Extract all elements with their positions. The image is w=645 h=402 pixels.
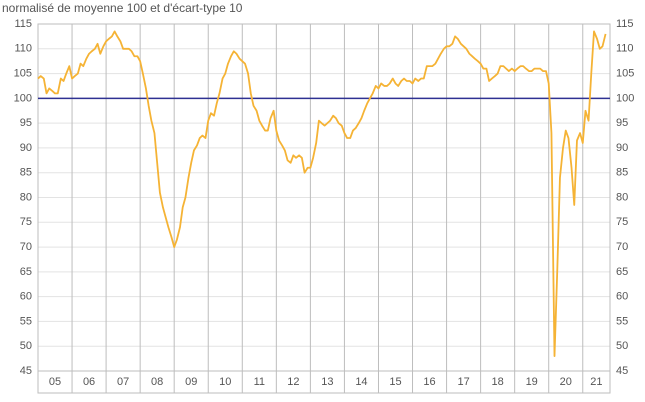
y2-tick-label: 45 bbox=[616, 365, 628, 377]
y-tick-label: 100 bbox=[14, 92, 32, 104]
y-tick-label: 75 bbox=[20, 216, 32, 228]
y-tick-label: 115 bbox=[14, 18, 32, 30]
y-tick-label: 110 bbox=[14, 43, 32, 55]
y2-tick-label: 90 bbox=[616, 142, 628, 154]
x-tick-label: 18 bbox=[492, 376, 504, 388]
y2-tick-label: 75 bbox=[616, 216, 628, 228]
x-tick-label: 05 bbox=[49, 376, 61, 388]
y2-tick-label: 80 bbox=[616, 191, 628, 203]
y2-tick-label: 110 bbox=[616, 43, 634, 55]
plot-frame bbox=[37, 23, 611, 394]
x-tick-label: 19 bbox=[526, 376, 538, 388]
x-tick-label: 12 bbox=[287, 376, 299, 388]
x-tick-label: 07 bbox=[117, 376, 129, 388]
y-tick-label: 60 bbox=[20, 291, 32, 303]
y2-tick-label: 105 bbox=[616, 67, 634, 79]
y-tick-label: 85 bbox=[20, 167, 32, 179]
y-tick-label: 105 bbox=[14, 67, 32, 79]
y-tick-label: 65 bbox=[20, 266, 32, 278]
x-tick-label: 20 bbox=[560, 376, 572, 388]
y2-tick-label: 65 bbox=[616, 266, 628, 278]
x-tick-label: 10 bbox=[219, 376, 231, 388]
y-tick-label: 55 bbox=[20, 315, 32, 327]
data-line bbox=[37, 30, 607, 358]
y-tick-label: 80 bbox=[20, 191, 32, 203]
x-tick-label: 17 bbox=[457, 376, 469, 388]
x-tick-label: 08 bbox=[151, 376, 163, 388]
y-tick-label: 90 bbox=[20, 142, 32, 154]
x-tick-label: 11 bbox=[254, 376, 265, 388]
chart-subtitle: normalisé de moyenne 100 et d'écart-type… bbox=[2, 1, 243, 15]
x-tick-label: 06 bbox=[83, 376, 95, 388]
x-tick-label: 21 bbox=[590, 376, 602, 388]
y2-tick-label: 60 bbox=[616, 291, 628, 303]
x-tick-label: 09 bbox=[185, 376, 197, 388]
y2-tick-label: 50 bbox=[616, 340, 628, 352]
y2-tick-label: 95 bbox=[616, 117, 628, 129]
x-tick-label: 16 bbox=[423, 376, 435, 388]
x-tick-label: 14 bbox=[355, 376, 367, 388]
y-tick-label: 70 bbox=[20, 241, 32, 253]
y2-tick-label: 115 bbox=[616, 18, 634, 30]
x-tick-label: 13 bbox=[321, 376, 333, 388]
y-tick-label: 45 bbox=[20, 365, 32, 377]
x-tick-label: 15 bbox=[389, 376, 401, 388]
y-tick-label: 95 bbox=[20, 117, 32, 129]
y2-tick-label: 100 bbox=[616, 92, 634, 104]
y2-tick-label: 55 bbox=[616, 315, 628, 327]
y-tick-label: 50 bbox=[20, 340, 32, 352]
y2-tick-label: 70 bbox=[616, 241, 628, 253]
y2-tick-label: 85 bbox=[616, 167, 628, 179]
